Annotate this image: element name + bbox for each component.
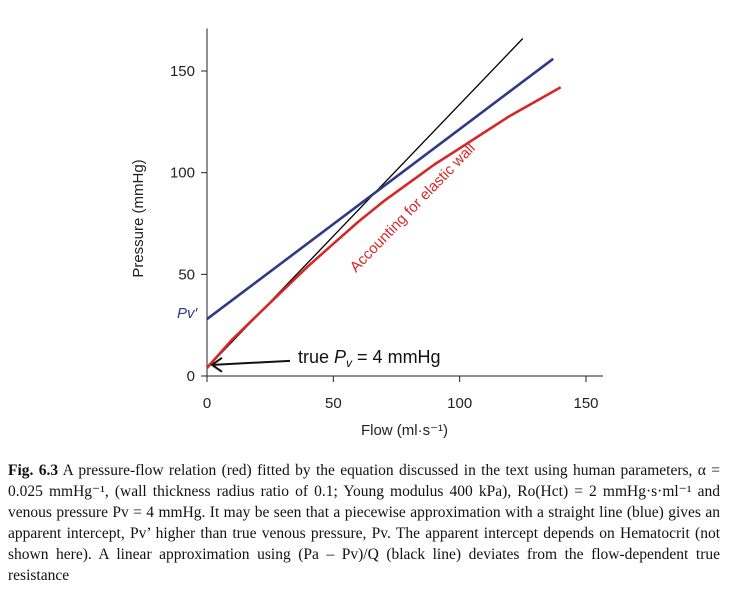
true-pv-label: true Pv = 4 mmHg <box>298 347 441 370</box>
caption-text: A pressure-flow relation (red) fitted by… <box>8 462 720 584</box>
true-pv-arrowhead <box>210 357 223 373</box>
x-tick-label: 0 <box>203 395 211 412</box>
figure-caption: Fig. 6.3 A pressure-flow relation (red) … <box>8 460 720 586</box>
x-tick-label: 50 <box>325 395 342 412</box>
y-tick-label: 0 <box>187 368 195 385</box>
x-tick-label: 150 <box>573 395 598 412</box>
elastic-wall-curve-label: Accounting for elastic wall <box>347 140 479 276</box>
y-tick-label: 50 <box>178 266 195 283</box>
series-line-3 <box>206 86 562 369</box>
true-pv-arrow <box>212 359 291 366</box>
x-axis-label: Flow (ml·s⁻¹) <box>361 422 448 439</box>
pv-prime-label: Pv′ <box>177 305 199 322</box>
y-tick-label: 100 <box>170 165 195 182</box>
x-tick-label: 100 <box>447 395 472 412</box>
chart-figure: 0 50 100 150 0 50 100 150 Flow (ml·s⁻¹) Pressure … <box>130 28 603 439</box>
y-tick-label: 150 <box>170 63 195 80</box>
caption-label: Fig. 6.3 <box>8 462 59 479</box>
series-line-2 <box>206 57 554 321</box>
pressure-flow-chart: 0 50 100 150 0 50 100 150 Flow (ml·s⁻¹) Pressure … <box>130 28 603 439</box>
y-axis-label: Pressure (mmHg) <box>130 159 147 277</box>
